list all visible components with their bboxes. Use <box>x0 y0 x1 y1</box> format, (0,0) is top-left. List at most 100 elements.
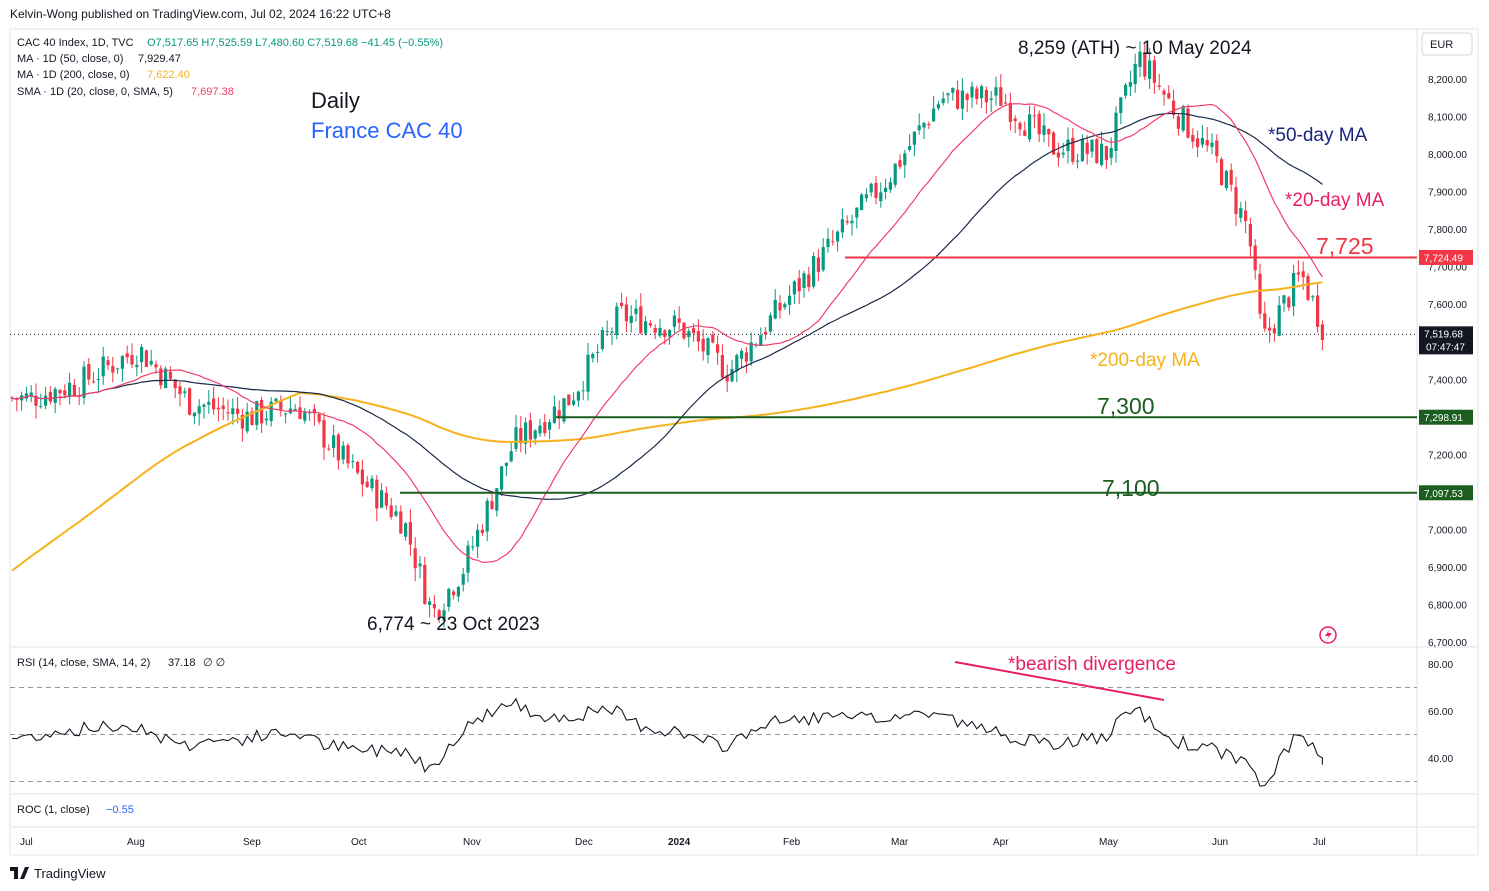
candle-body <box>293 409 297 411</box>
candle-body <box>548 422 552 430</box>
candle-body <box>140 347 144 363</box>
candle-body <box>1032 115 1036 117</box>
currency-button[interactable] <box>1421 32 1473 56</box>
candle-body <box>1028 114 1032 140</box>
candle-body <box>322 419 326 448</box>
candle-body <box>53 388 57 403</box>
candle-body <box>951 87 955 93</box>
price-axis[interactable]: 8,200.00 8,100.00 8,000.00 7,900.00 7,800.00… <box>1428 75 1467 649</box>
lightning-icon[interactable] <box>1319 626 1337 644</box>
legend-sma20-value: 7,697.38 <box>191 86 234 98</box>
legend-symbol[interactable]: CAC 40 Index, 1D, TVC <box>17 37 134 49</box>
candle-body <box>888 182 892 190</box>
candle-body <box>1248 224 1252 247</box>
candle-body <box>864 194 868 199</box>
candle-body <box>120 356 124 369</box>
candle-body <box>768 315 772 332</box>
candle-body <box>615 306 619 336</box>
x-tick-label: Oct <box>351 837 367 848</box>
candle-body <box>941 98 945 104</box>
candle-body <box>874 182 878 198</box>
candle-body <box>912 131 916 145</box>
candle-body <box>1272 328 1276 334</box>
y-tick-label: 8,000.00 <box>1428 150 1467 161</box>
legend-ma200-label[interactable]: MA · 1D (200, close, 0) <box>17 69 130 81</box>
rsi-pane: *bearish divergence RSI (14, close, SMA,… <box>10 654 1453 787</box>
candle-body <box>471 546 475 548</box>
candle-body <box>1109 148 1113 158</box>
candle-body <box>1167 93 1171 99</box>
candle-body <box>509 451 513 462</box>
candle-body <box>802 273 806 288</box>
candle-body <box>552 406 556 423</box>
candle-body <box>164 368 168 389</box>
y-tick-label: 8,100.00 <box>1428 113 1467 124</box>
candle-body <box>898 160 902 167</box>
candle-body <box>1215 140 1219 157</box>
tradingview-logo[interactable]: TradingView <box>10 866 106 881</box>
candle-body <box>336 434 340 461</box>
x-tick-label: Jul <box>20 837 33 848</box>
candle-body <box>245 411 249 432</box>
candle-body <box>821 247 825 271</box>
y-tick-label: 8,200.00 <box>1428 75 1467 86</box>
candle-body <box>884 187 888 193</box>
candle-body <box>298 407 302 419</box>
candle-body <box>927 124 931 126</box>
candle-body <box>610 331 614 333</box>
candle-body <box>984 89 988 103</box>
timeframe-annotation: Daily <box>311 88 360 113</box>
candle-body <box>519 428 523 444</box>
candle-body <box>356 461 360 473</box>
time-axis[interactable]: Jul Aug Sep Oct Nov Dec 2024 Feb Mar Apr May Jun Jul <box>20 837 1326 848</box>
roc-label[interactable]: ROC (1, close) <box>17 804 90 816</box>
candle-body <box>605 330 609 332</box>
candle-body <box>192 412 196 417</box>
candle-body <box>956 89 960 109</box>
candle-body <box>423 564 427 605</box>
candle-body <box>1196 138 1200 148</box>
candle-body <box>778 302 782 311</box>
candle-body <box>716 344 720 353</box>
price-tag-7298: 7,298.91 <box>1419 409 1473 425</box>
roc-value: −0.55 <box>106 804 134 816</box>
candle-body <box>869 183 873 193</box>
candle-body <box>212 398 216 410</box>
candle-body <box>428 601 432 605</box>
candle-body <box>303 412 307 421</box>
legend-ma50-label[interactable]: MA · 1D (50, close, 0) <box>17 53 123 65</box>
instrument-annotation: France CAC 40 <box>311 118 463 143</box>
candle-body <box>639 306 643 334</box>
x-tick-label: Sep <box>243 837 261 848</box>
x-tick-label: Mar <box>891 837 909 848</box>
ma200-line <box>11 281 1323 572</box>
candle-body <box>629 315 633 323</box>
ma20-annotation: *20-day MA <box>1285 190 1385 211</box>
candle-body <box>634 308 638 314</box>
candle-body <box>365 481 369 488</box>
candle-body <box>1071 137 1075 162</box>
candle-body <box>744 352 748 362</box>
candle-body <box>1191 135 1195 142</box>
candle-body <box>216 407 220 410</box>
candle-body <box>111 365 115 373</box>
candle-body <box>207 401 211 405</box>
candle-body <box>1263 313 1267 329</box>
legend-sma20-label[interactable]: SMA · 1D (20, close, 0, SMA, 5) <box>17 86 173 98</box>
candle-body <box>1128 82 1132 87</box>
candle-body <box>936 104 940 109</box>
candle-body <box>264 418 268 421</box>
y-tick-label: 7,600.00 <box>1428 300 1467 311</box>
rsi-label[interactable]: RSI (14, close, SMA, 14, 2) <box>17 657 150 669</box>
candle-body <box>576 391 580 401</box>
price-tag-7724: 7,724.49 <box>1419 249 1473 265</box>
candle-body <box>1268 327 1272 331</box>
candle-body <box>1104 145 1108 161</box>
rsi-tick-label: 60.00 <box>1428 707 1453 718</box>
candle-body <box>183 391 187 394</box>
candle-body <box>879 192 883 202</box>
divergence-line <box>954 661 1165 701</box>
candle-body <box>797 278 801 292</box>
candle-body <box>860 194 864 211</box>
